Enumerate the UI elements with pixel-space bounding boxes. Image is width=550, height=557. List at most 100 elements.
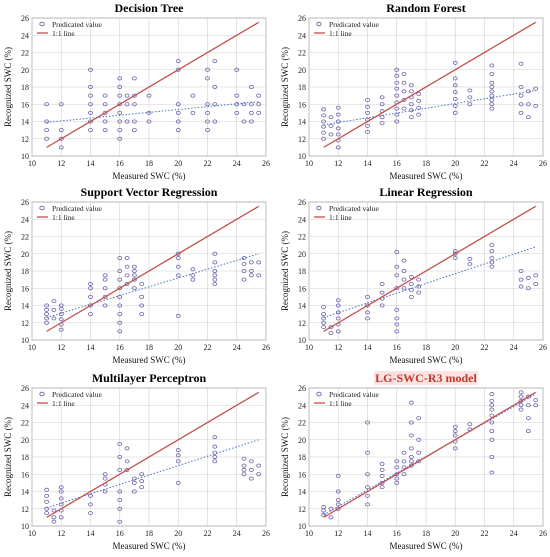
data-point [335,105,341,110]
data-point [88,294,93,299]
data-point [489,97,495,102]
data-point [533,86,539,91]
x-tick-label: 14 [364,159,372,168]
data-point [533,398,539,403]
data-point [365,420,370,425]
data-point [88,128,93,133]
data-point [117,294,123,299]
data-point [328,115,334,120]
data-point [256,110,262,115]
data-point [518,102,524,107]
data-point [131,76,137,81]
data-point [489,63,495,68]
y-tick-label: 24 [21,31,29,40]
y-tick-label: 10 [298,336,306,345]
data-point [139,294,145,299]
data-point [452,251,458,256]
data-point [394,80,400,85]
data-point [44,316,50,321]
y-tick-label: 24 [298,215,306,224]
data-point [365,493,370,498]
x-axis-label: Measured SWC (%) [390,541,463,551]
data-point [489,407,495,412]
data-point [335,316,341,321]
chart-title: Support Vector Regression [81,185,218,199]
data-point [452,429,458,434]
data-point [102,93,108,98]
data-point [365,502,370,507]
data-point [401,277,407,282]
legend-label-line: 1:1 line [52,29,75,38]
data-point [416,450,422,455]
data-point [408,459,414,464]
x-tick-label: 12 [57,343,65,352]
data-point [44,487,50,492]
data-point [401,106,407,111]
x-tick-label: 22 [481,159,489,168]
chart-panel-1: 10 12 14 16 18 20 22 24 26 10 12 14 16 18 20 22 24 26 Deci… [2,0,272,182]
x-tick-label: 20 [174,159,182,168]
title-highlight [374,371,478,385]
data-point [408,108,414,113]
data-point [518,390,524,395]
x-tick-label: 14 [87,159,95,168]
data-point [452,256,458,261]
data-point [117,467,123,472]
legend-marker-points [316,21,322,27]
data-point [175,128,181,133]
data-point [489,89,495,94]
data-point [416,459,422,464]
y-tick-label: 12 [298,135,306,144]
data-point [205,128,210,133]
data-point [241,463,247,468]
data-point [102,303,108,308]
data-point [394,93,400,98]
data-point [379,102,385,107]
x-axis-label: Measured SWC (%) [113,171,186,181]
data-point [416,416,422,421]
data-point [58,489,64,494]
data-point [88,119,93,124]
data-point [467,88,473,93]
data-point [408,89,414,94]
data-point [365,472,370,477]
x-tick-label: 22 [481,343,489,352]
data-point [248,260,254,265]
data-point [212,435,218,440]
data-point [452,110,458,115]
x-tick-label: 12 [57,529,65,538]
y-tick-label: 18 [21,83,29,92]
data-point [489,403,495,408]
legend-marker-points [39,205,45,211]
chart-svg: 10 12 14 16 18 20 22 24 26 10 12 14 16 18 20 22 24 26 Line… [280,185,547,365]
data-point [489,85,495,90]
y-tick-label: 12 [21,135,29,144]
data-point [379,461,385,466]
y-tick-label: 22 [298,233,306,242]
data-point [408,102,414,107]
data-point [248,102,254,107]
data-point [321,113,327,118]
data-point [139,312,145,317]
y-tick-label: 22 [298,49,306,58]
data-point [175,313,181,318]
legend-label-points: Predicated value [329,204,379,213]
data-point [321,512,327,517]
data-point [44,499,50,504]
data-point [394,264,400,269]
x-tick-label: 20 [174,529,182,538]
data-point [394,465,400,470]
data-point [335,132,341,137]
data-point [401,286,407,291]
chart-svg: 10 12 14 16 18 20 22 24 26 10 12 14 16 18 20 22 24 26 Mult… [3,371,270,551]
data-point [321,119,327,124]
y-tick-label: 22 [21,233,29,242]
data-point [58,327,64,332]
data-point [408,463,414,468]
data-point [117,136,123,141]
data-point [124,93,130,98]
data-point [335,506,341,511]
data-point [102,102,108,107]
data-point [518,269,524,274]
data-point [394,316,400,321]
